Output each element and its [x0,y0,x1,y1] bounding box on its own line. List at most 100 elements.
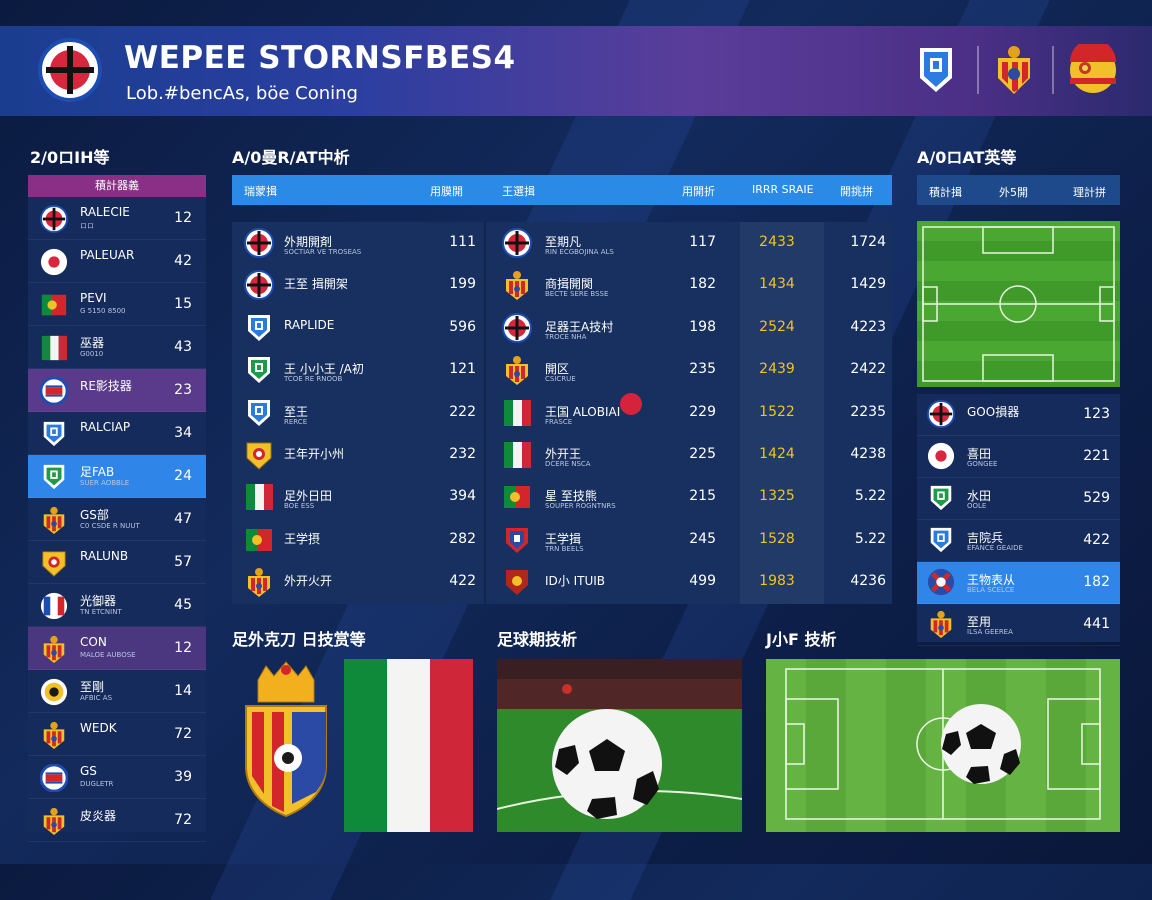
team-name: RALCIAP [80,420,131,434]
team-value: 15 [174,296,192,312]
right-ranking-row[interactable]: 至用 ILSA GEEREA 441 [917,604,1120,646]
match-row[interactable]: RAPLIDE 596 足器王A技村 TROCE NHA 198 2524 4223 [232,307,892,349]
column-header[interactable]: 瑞蒙揖 [244,185,277,198]
left-ranking-row[interactable]: WEDK 72 [28,713,206,756]
team-subtitle: SUER AOBBLE [80,479,130,487]
right-ranking-row[interactable]: 王物表从 BELA SCELCE 182 [917,562,1120,604]
right-ranking-row[interactable]: GOO損器 123 [917,394,1120,436]
column-header[interactable]: 用膜開 [430,185,463,198]
column-header[interactable]: 積計揖 [929,186,962,199]
team-name: RALECIE [80,205,130,219]
team-subtitle: AFBIC AS [80,694,113,702]
right-ranking-list: GOO損器 123 喜田 GONGEE 221 水田 OOLE 529 吉院兵 EFANCE GE… [917,394,1120,646]
home-value: 596 [449,318,476,335]
column-header[interactable]: IRRR SRAIE [752,183,814,196]
spain-crest-icon[interactable] [992,44,1036,96]
right-ranking-row[interactable]: 吉院兵 EFANCE GEAIDE 422 [917,520,1120,562]
left-ranking-row[interactable]: RALCIAP 34 [28,412,206,455]
team-value: 39 [174,769,192,785]
home-team-name: RAPLIDE [284,317,335,332]
match-row[interactable]: 王至 揖開架 199 商揖開関 BECTE SERE BSSE 182 1434 1429 [232,264,892,306]
team-name: GOO損器 [967,405,1020,419]
team-subtitle: G 5150 8500 [80,307,126,315]
team-subtitle: C0 CSDE R NUUT [80,522,140,530]
stat-value: 5.22 [854,488,886,505]
right-ranking-row[interactable]: 水田 OOLE 529 [917,478,1120,520]
column-header[interactable]: 用開折 [682,185,715,198]
stat-value: 4223 [850,318,886,335]
home-value: 282 [449,530,476,547]
team-name: WEDK [80,721,117,735]
left-ranking-row[interactable]: PALEUAR 42 [28,240,206,283]
column-header[interactable]: 王選揖 [502,185,535,198]
team-value: 72 [174,812,192,828]
away-value: 215 [689,488,716,505]
left-ranking-row[interactable]: PEVI G 5150 8500 15 [28,283,206,326]
away-team-subtitle: BECTE SERE BSSE [545,290,609,299]
match-row[interactable]: 王 小小王 /A初 TCOE RE RNOOB 121 開区 CSICRUE 235 243… [232,349,892,391]
column-header[interactable]: 理計拼 [1073,186,1106,199]
blue-shield-icon[interactable] [914,44,958,96]
left-ranking-row[interactable]: GS部 C0 CSDE R NUUT 47 [28,498,206,541]
away-team-name: 至期凡 [545,235,582,249]
japan-flag-icon [927,442,955,470]
left-ranking-list: RALECIE ロロ 12 PALEUAR 42 PEVI G 5150 8500 15 巫器 G… [28,197,206,842]
blue-shield-icon [244,313,274,343]
left-ranking-row[interactable]: 足FAB SUER AOBBLE 24 [28,455,206,498]
spain-flag-icon[interactable] [1068,44,1118,96]
portugal-flag-icon [244,525,274,555]
match-table: 外期開剤 SOCTIAR VE TROSEAS 111 至期凡 RIN ECGBOJIN… [232,222,892,604]
score-value: 1424 [759,446,795,462]
team-value: 57 [174,554,192,570]
match-row[interactable]: 足外日田 BOE ESS 394 星 至技熊 SOUPER ROGNTNRS 215 132… [232,476,892,518]
match-row[interactable]: 至王 RERCE 222 王国 ALOBIAI FRASCE 229 1522 2235 [232,392,892,434]
header-divider [1052,46,1054,94]
left-ranking-row[interactable]: RALECIE ロロ 12 [28,197,206,240]
team-name: CON [80,635,107,649]
column-header[interactable]: 外5開 [999,186,1028,199]
spain-crest-icon [502,355,532,386]
left-ranking-row[interactable]: GS DUGLETR 39 [28,756,206,799]
away-team-name: 商揖開関 [545,277,594,292]
left-ranking-row[interactable]: RALUNB 57 [28,541,206,584]
gold-crest-icon [40,678,68,706]
italy-flag-image [344,659,473,832]
team-name: GS [80,764,97,778]
spain-crest-icon [502,270,532,301]
left-ranking-row[interactable]: 至剛 AFBIC AS 14 [28,670,206,713]
match-row[interactable]: 外期開剤 SOCTIAR VE TROSEAS 111 至期凡 RIN ECGBOJIN… [232,222,892,264]
japan-flag-icon [40,248,68,276]
spain-crest-icon [40,635,68,663]
red-shield-icon [502,567,532,597]
spain-crest-icon [40,721,68,749]
match-row[interactable]: 王年开小州 232 外开王 DCERE NSCA 225 1424 4238 [232,434,892,476]
left-ranking-row[interactable]: RE影技器 23 [28,369,206,412]
home-value: 111 [449,234,476,250]
team-subtitle: TN ETCNINT [80,608,122,616]
costa-rica-crest-icon [39,376,69,406]
left-ranking-row[interactable]: CON MALOE AUBOSE 12 [28,627,206,670]
team-value: 422 [1083,532,1110,548]
england-crest-icon [927,400,955,428]
team-subtitle: OOLE [967,502,987,510]
england-crest-icon [502,312,532,343]
home-value: 199 [449,276,476,293]
left-ranking-row[interactable]: 皮炎器 72 [28,799,206,842]
away-value: 229 [689,403,716,420]
match-row[interactable]: 王学摂 282 王学揖 TRN BEELS 245 1528 5.22 [232,519,892,561]
stat-value: 1429 [850,276,886,293]
left-ranking-row[interactable]: 光御器 TN ETCNINT 45 [28,584,206,627]
spain-crest-icon [244,567,274,598]
away-team-subtitle: TRN BEELS [545,544,584,553]
right-ranking-row[interactable]: 喜田 GONGEE 221 [917,436,1120,478]
app-logo-icon[interactable] [38,38,102,102]
score-value: 1522 [759,403,795,420]
team-name: 吉院兵 [967,531,1004,545]
live-indicator-dot [620,393,642,415]
team-name: 至用 [967,615,992,629]
left-ranking-row[interactable]: 巫器 G0010 43 [28,326,206,369]
home-team-subtitle: RERCE [284,417,308,426]
bottom-left-title: 足外克刀 日技赏等 [232,630,366,649]
match-row[interactable]: 外开火开 422 ID小 ITUIB 499 1983 4236 [232,561,892,603]
column-header[interactable]: 開挑拼 [840,185,873,198]
